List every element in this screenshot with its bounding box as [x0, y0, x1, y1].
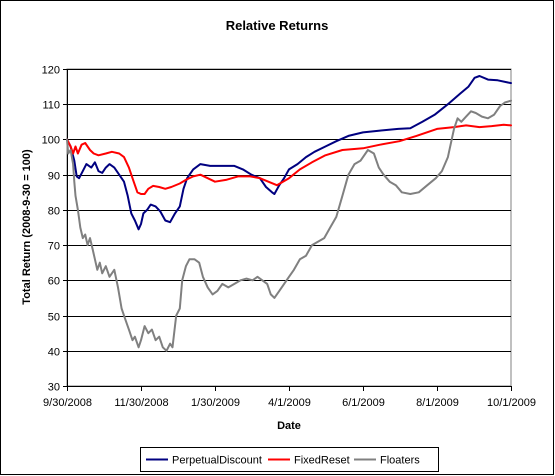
- x-tick-label: 4/1/2009: [268, 397, 311, 409]
- y-tick-label: 50: [48, 312, 60, 324]
- x-tick-label: 1/30/2009: [191, 397, 240, 409]
- y-tick-label: 100: [42, 135, 60, 147]
- y-tick-label: 120: [42, 65, 60, 77]
- plot-area: [66, 68, 512, 387]
- y-tick-label: 110: [42, 100, 60, 112]
- x-tick-label: 11/30/2008: [114, 397, 168, 409]
- legend-label-floaters: Floaters: [380, 455, 420, 467]
- x-axis-title: Date: [277, 420, 301, 432]
- x-tick-label: 6/1/2009: [342, 397, 385, 409]
- y-tick-label: 80: [48, 206, 60, 218]
- legend-label-fixedreset: FixedReset: [294, 455, 350, 467]
- grid-lines: [67, 69, 511, 352]
- y-tick-label: 70: [48, 241, 60, 253]
- y-tick-label: 30: [48, 382, 60, 394]
- x-tick-label: 10/1/2009: [487, 397, 536, 409]
- y-tick-label: 90: [48, 171, 60, 183]
- axes: 30 40 50 60 70 80 90 100 110 120 9/30/2008 11/30/20…: [42, 65, 536, 410]
- series-line-fixedreset: [66, 123, 512, 195]
- x-tick-label: 9/30/2008: [43, 397, 92, 409]
- legend: PerpetualDiscount FixedReset Floaters: [140, 447, 439, 472]
- legend-label-perpetualdiscount: PerpetualDiscount: [172, 455, 262, 467]
- chart-title: Relative Returns: [226, 18, 329, 33]
- series-line-floaters: [66, 99, 512, 352]
- series-lines: [66, 75, 512, 352]
- y-tick-label: 60: [48, 276, 60, 288]
- x-tick-label: 8/1/2009: [416, 397, 459, 409]
- series-line-perpetualdiscount: [66, 75, 512, 231]
- y-axis-title: Total Return (2008-9-30 = 100): [21, 149, 33, 305]
- y-tick-label: 40: [48, 347, 60, 359]
